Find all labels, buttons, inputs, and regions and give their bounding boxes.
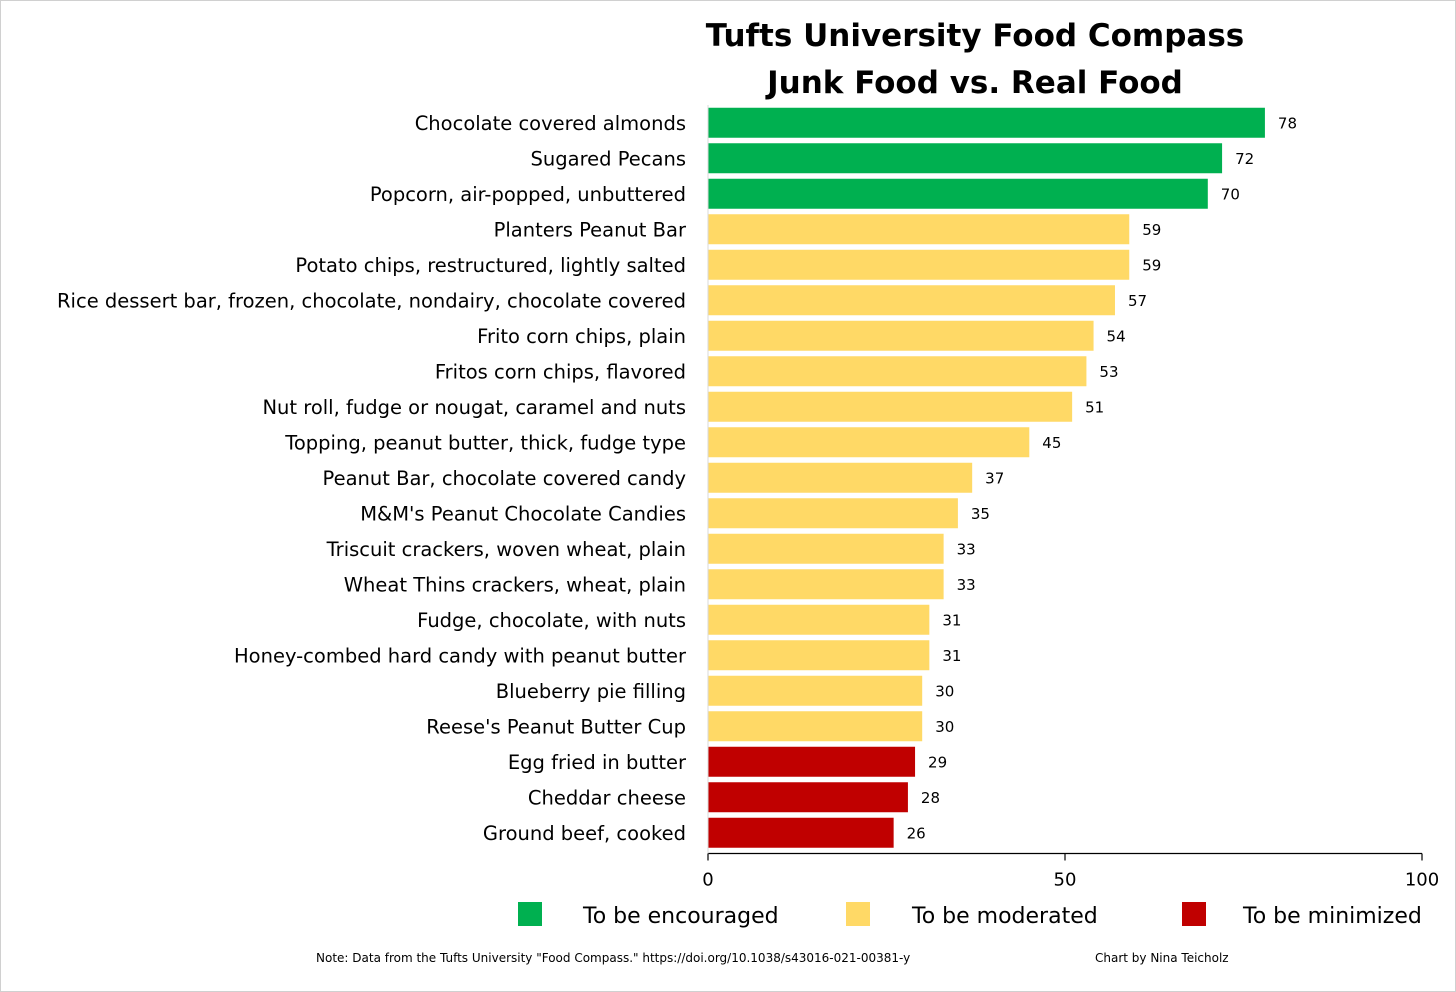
x-tick-label: 50 — [1054, 870, 1077, 891]
category-label: Egg fried in butter — [508, 751, 687, 774]
data-label: 45 — [1042, 434, 1061, 452]
category-label: M&M's Peanut Chocolate Candies — [360, 502, 686, 525]
category-label: Reese's Peanut Butter Cup — [426, 715, 686, 738]
legend-label-minimized: To be minimized — [1242, 904, 1422, 929]
data-label: 78 — [1278, 114, 1297, 132]
bar — [708, 356, 1087, 387]
bars-group: Chocolate covered almonds 78 Sugared Pecan… — [57, 107, 1297, 848]
category-label: Cheddar cheese — [528, 786, 686, 809]
category-label: Fudge, chocolate, with nuts — [417, 609, 686, 632]
legend: To be encouraged To be moderated To be min… — [518, 902, 1422, 929]
category-label: Popcorn, air-popped, unbuttered — [370, 183, 686, 206]
category-label: Topping, peanut butter, thick, fudge typ… — [284, 431, 686, 454]
x-axis: 0 50 100 — [702, 105, 1439, 891]
data-label: 54 — [1107, 327, 1126, 345]
category-label: Rice dessert bar, frozen, chocolate, non… — [57, 289, 686, 312]
x-tick-label: 0 — [702, 870, 713, 891]
data-label: 33 — [957, 540, 976, 558]
x-tick-label: 100 — [1405, 870, 1439, 891]
category-label: Planters Peanut Bar — [494, 218, 687, 241]
bar — [708, 604, 930, 635]
data-label: 31 — [942, 611, 961, 629]
data-label: 57 — [1128, 292, 1147, 310]
category-label: Fritos corn chips, flavored — [435, 360, 686, 383]
data-label: 70 — [1221, 185, 1240, 203]
category-label: Chocolate covered almonds — [415, 112, 686, 135]
data-label: 30 — [935, 718, 954, 736]
bar — [708, 214, 1130, 245]
data-label: 35 — [971, 505, 990, 523]
chart-subtitle: Junk Food vs. Real Food — [765, 65, 1183, 101]
data-label: 51 — [1085, 398, 1104, 416]
legend-swatch-moderated — [846, 902, 870, 926]
category-label: Frito corn chips, plain — [477, 325, 686, 348]
chart-credit: Chart by Nina Teicholz — [1095, 951, 1229, 965]
bar — [708, 640, 930, 671]
bar — [708, 143, 1223, 174]
data-label: 30 — [935, 682, 954, 700]
data-label: 59 — [1142, 256, 1161, 274]
bar — [708, 746, 916, 777]
category-label: Nut roll, fudge or nougat, caramel and n… — [262, 396, 686, 419]
category-label: Honey-combed hard candy with peanut butt… — [234, 644, 687, 667]
data-label: 29 — [928, 753, 947, 771]
legend-label-moderated: To be moderated — [911, 904, 1098, 929]
category-label: Wheat Thins crackers, wheat, plain — [344, 573, 686, 596]
category-label: Triscuit crackers, woven wheat, plain — [326, 538, 686, 561]
bar — [708, 498, 958, 529]
data-label: 33 — [957, 576, 976, 594]
legend-swatch-encouraged — [518, 902, 542, 926]
category-label: Sugared Pecans — [531, 147, 686, 170]
bar — [708, 817, 894, 848]
bar — [708, 675, 923, 706]
data-label: 37 — [985, 469, 1004, 487]
bar — [708, 782, 908, 813]
bar — [708, 533, 944, 564]
chart-title: Tufts University Food Compass — [706, 18, 1245, 54]
data-label: 59 — [1142, 221, 1161, 239]
category-label: Peanut Bar, chocolate covered candy — [323, 467, 686, 490]
bar — [708, 427, 1030, 458]
bar — [708, 569, 944, 600]
source-note: Note: Data from the Tufts University "Fo… — [316, 951, 910, 965]
category-label: Ground beef, cooked — [483, 822, 686, 845]
legend-swatch-minimized — [1182, 902, 1206, 926]
data-label: 72 — [1235, 150, 1254, 168]
bar — [708, 391, 1073, 422]
bar — [708, 320, 1094, 351]
bar — [708, 462, 973, 493]
bar — [708, 711, 923, 742]
data-label: 26 — [907, 824, 926, 842]
legend-label-encouraged: To be encouraged — [582, 904, 779, 929]
bar — [708, 178, 1208, 209]
data-label: 53 — [1099, 363, 1118, 381]
bar — [708, 107, 1265, 138]
category-label: Blueberry pie filling — [496, 680, 686, 703]
data-label: 28 — [921, 789, 940, 807]
category-label: Potato chips, restructured, lightly salt… — [295, 254, 686, 277]
bar — [708, 285, 1115, 316]
bar — [708, 249, 1130, 280]
data-label: 31 — [942, 647, 961, 665]
